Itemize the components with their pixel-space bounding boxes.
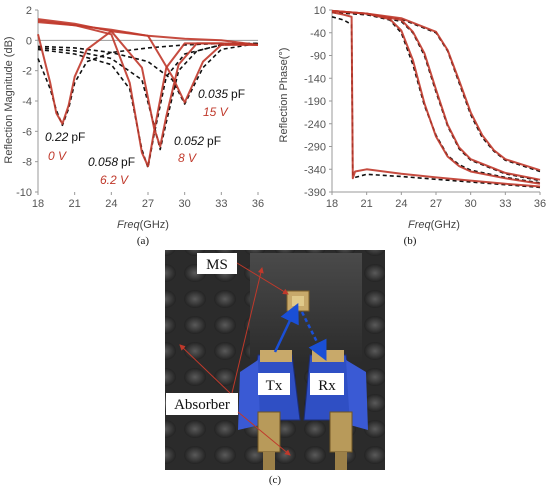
panel-a-measured-series-5: [37, 30, 259, 125]
panel-a-chart: Reflection Magnitude (dB) 20-2-4-6-8-101…: [3, 5, 264, 247]
panel-b-simulated-series-1: [331, 16, 541, 189]
annotation-volt-3: 8 V: [178, 151, 197, 165]
annotation-cap-2-unit: pF: [121, 155, 135, 169]
annotation-cap-4-value: 0.035: [198, 87, 228, 101]
panel-b-xlabel: Freq(GHz): [408, 219, 460, 231]
panel-b-xtick-label: 21: [361, 198, 373, 210]
panel-b-ytick-label: -90: [310, 51, 326, 63]
panel-b-ytick-label: -140: [304, 73, 326, 85]
panel-b-ytick-label: -240: [304, 119, 326, 131]
panel-a-ytick-label: 2: [26, 5, 32, 17]
absorber-label: Absorber: [174, 397, 230, 413]
panel-b-measured-series-6: [331, 9, 541, 185]
panel-b-ytick-label: -340: [304, 164, 326, 176]
panel-b-measured-series-7: [331, 9, 541, 181]
ms-pointer-line: [236, 262, 289, 295]
panel-b-xtick-label: 33: [499, 198, 511, 210]
tx-waveguide-adapter: [257, 411, 281, 453]
panel-a-ytick-label: -4: [22, 96, 32, 108]
annotation-cap-3: 0.052 pF: [174, 134, 221, 148]
annotation-cap-4: 0.035 pF: [198, 87, 245, 101]
panel-a-xlabel-italic: Freq: [117, 219, 141, 231]
panel-a-xtick-label: 27: [142, 198, 154, 210]
rx-label-box: [310, 373, 344, 395]
panel-b-measured-series-8: [331, 9, 541, 172]
panel-b-xtick-label: 27: [430, 198, 442, 210]
annotation-cap-2-value: 0.058: [88, 155, 118, 169]
panel-a-ytick-label: -10: [16, 187, 32, 199]
tx-label-box: [258, 373, 290, 395]
panel-b-xlabel-italic: Freq: [408, 219, 432, 231]
panel-a-ytick-label: 0: [26, 35, 32, 47]
tx-connector: [263, 452, 275, 470]
panel-a-series: [37, 18, 259, 169]
absorber-label-box: [166, 393, 238, 415]
panel-b-chart: Reflection Phase(°) 10 -40 -90 -140 -190 -240…: [278, 5, 546, 247]
panel-b-xtick-label: 18: [326, 198, 338, 210]
panel-a-simulated-series-3: [37, 42, 259, 151]
panel-a-ytick-label: -6: [22, 126, 32, 138]
annotation-cap-1: 0.22 pF: [45, 130, 85, 144]
panel-b-measured-series-5: [331, 11, 541, 188]
panel-b-xtick-label: 30: [465, 198, 477, 210]
panel-b-xlabel-unit: (GHz): [431, 219, 460, 231]
panel-a-xtick-label: 24: [105, 198, 117, 210]
annotation-volt-4: 15 V: [203, 105, 229, 119]
panel-a-xtick-label: 33: [215, 198, 227, 210]
panel-b-xtick-label: 24: [395, 198, 407, 210]
annotation-cap-1-unit: pF: [71, 130, 85, 144]
metasurface-core: [292, 296, 304, 306]
incident-beam-arrow: [273, 302, 299, 353]
panel-a-xtick-label: 21: [69, 198, 81, 210]
ms-label: MS: [206, 257, 228, 273]
absorber-pointer-1: [179, 344, 231, 394]
reflected-beam-arrow: [300, 311, 327, 361]
annotation-volt-2: 6.2 V: [100, 173, 129, 187]
panel-c-caption: (c): [269, 474, 282, 486]
panel-a-caption: (a): [137, 235, 150, 247]
panel-a-ytick-label: -8: [22, 157, 32, 169]
annotation-cap-1-value: 0.22: [45, 130, 69, 144]
panel-a-xtick-label: 30: [179, 198, 191, 210]
panel-b-series: [331, 9, 541, 189]
annotation-cap-4-unit: pF: [231, 87, 245, 101]
panel-a-xtick-label: 36: [252, 198, 264, 210]
tx-label: Tx: [266, 378, 283, 394]
panel-a-xlabel: Freq(GHz): [117, 219, 169, 231]
rx-label: Rx: [318, 378, 336, 394]
panel-a-xtick-label: 18: [32, 198, 44, 210]
panel-b-ytick-label: -190: [304, 96, 326, 108]
panel-b-ytick-label: -40: [310, 28, 326, 40]
panel-b-caption: (b): [404, 235, 417, 247]
panel-b-simulated-series-3: [331, 11, 541, 182]
rx-horn-mouth: [312, 350, 344, 362]
rx-connector: [335, 452, 347, 470]
tx-horn-mouth: [260, 350, 292, 362]
panel-b-simulated-series-2: [331, 11, 541, 184]
annotation-volt-1: 0 V: [48, 149, 67, 163]
panel-b-ytick-label: 10: [314, 5, 326, 17]
panel-a-ytick-label: -2: [22, 66, 32, 78]
panel-a-measured-series-8: [37, 21, 258, 104]
ms-label-box: [197, 253, 237, 274]
annotation-cap-2: 0.058 pF: [88, 155, 135, 169]
panel-a-xlabel-unit: (GHz): [140, 219, 169, 231]
panel-a-ylabel: Reflection Magnitude (dB): [3, 36, 15, 163]
annotation-cap-3-unit: pF: [207, 134, 221, 148]
panel-b-ytick-label: -290: [304, 142, 326, 154]
panel-b-ytick-label: -390: [304, 187, 326, 199]
panel-b-xtick-label: 36: [534, 198, 546, 210]
absorber-pointer-2: [231, 267, 264, 394]
panel-b-ylabel: Reflection Phase(°): [278, 48, 290, 143]
absorber-pointer-3: [237, 411, 291, 456]
tx-horn-side: [238, 360, 260, 430]
panel-c-photo: MS Tx Rx Absorber (c): [165, 250, 385, 486]
annotation-cap-3-value: 0.052: [174, 134, 204, 148]
rx-waveguide-adapter: [329, 411, 353, 453]
panel-a-measured-series-7: [37, 18, 259, 148]
